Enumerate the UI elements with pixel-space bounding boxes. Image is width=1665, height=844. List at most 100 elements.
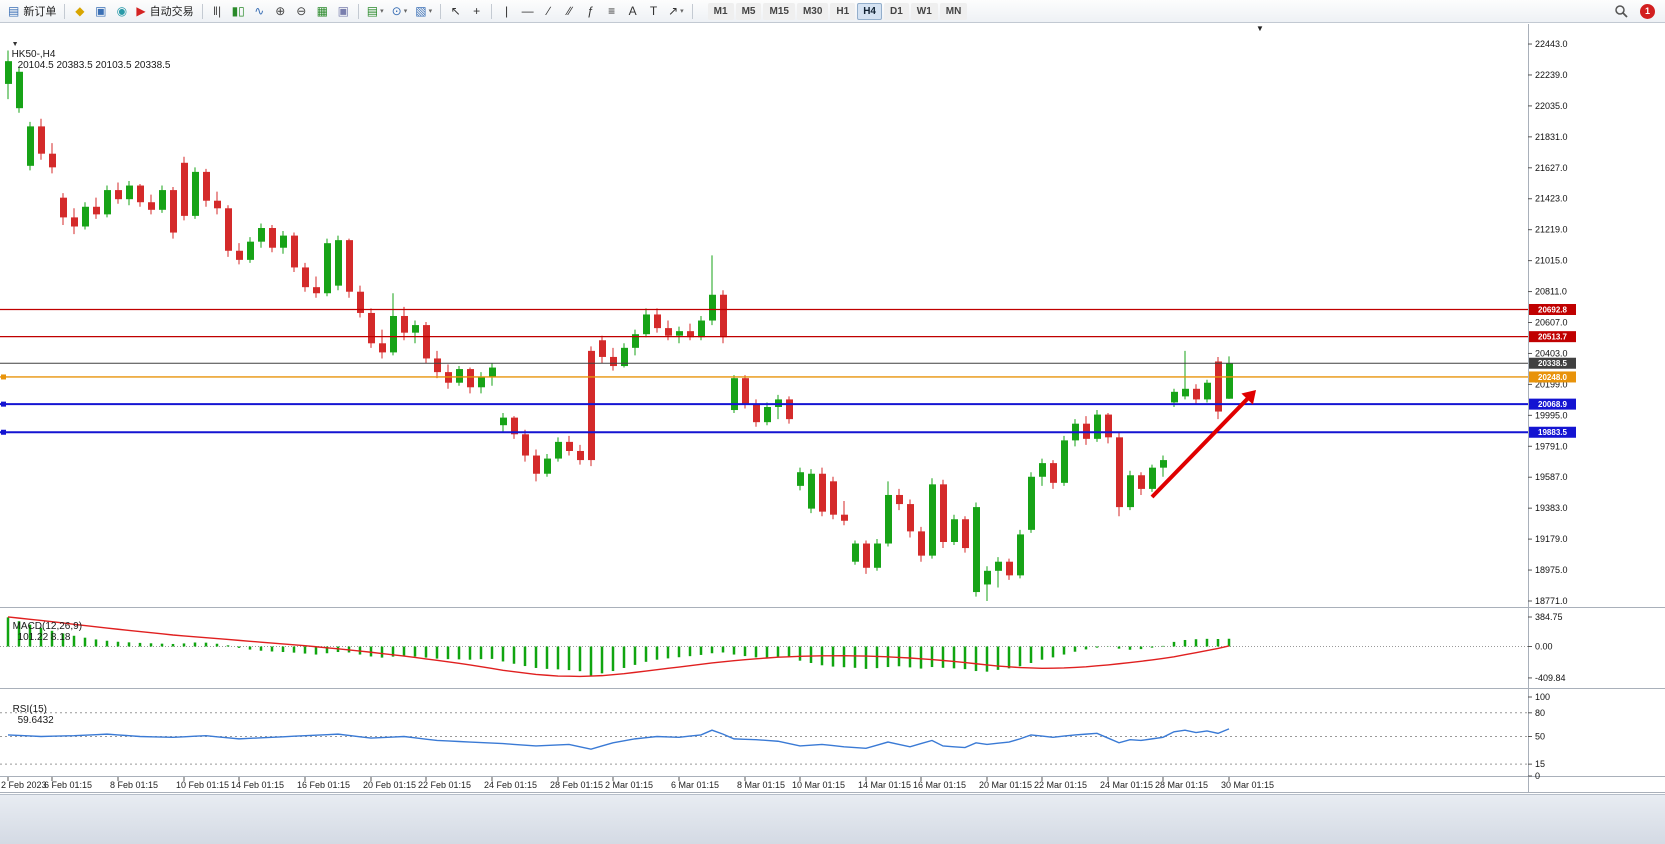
svg-text:21627.0: 21627.0 [1535, 163, 1568, 173]
date-label: 6 Feb 01:15 [44, 780, 92, 790]
rsi-name: RSI(15) [12, 704, 48, 715]
timeframe-w1-button[interactable]: W1 [910, 2, 938, 20]
label-button[interactable]: T [644, 2, 663, 21]
line-chart-button[interactable]: ∿ [250, 2, 269, 21]
trendline-button[interactable]: ∕ [539, 2, 558, 21]
candle-body [940, 484, 947, 542]
date-label: 28 Feb 01:15 [550, 780, 603, 790]
candle-body [1028, 476, 1035, 530]
candle-body [412, 325, 419, 333]
timeframe-h4-button[interactable]: H4 [857, 2, 882, 20]
hline-handle[interactable] [1, 401, 6, 407]
timeframe-m5-button[interactable]: M5 [735, 2, 762, 20]
candle-body [819, 473, 826, 512]
horizontal-line-button[interactable]: — [518, 2, 537, 21]
candle-body [137, 185, 144, 203]
date-label: 20 Mar 01:15 [979, 780, 1032, 790]
candle-body [71, 217, 78, 227]
svg-text:19587.0: 19587.0 [1535, 472, 1568, 482]
date-label: 30 Mar 01:15 [1221, 780, 1274, 790]
price-tag [1529, 331, 1576, 343]
macd-values: 101.22 8.18 [17, 632, 71, 643]
vertical-line-button[interactable]: | [497, 2, 516, 21]
candle-body [676, 331, 683, 336]
arrow-annotation[interactable] [1150, 390, 1256, 499]
date-label: 14 Mar 01:15 [858, 780, 911, 790]
timeframe-m30-button[interactable]: M30 [796, 2, 829, 20]
timeframe-m1-button[interactable]: M1 [707, 2, 734, 20]
cursor-button[interactable]: ↖ [446, 2, 465, 21]
macd-panel[interactable]: 384.75 0.00 -409.84 [0, 612, 1566, 683]
charts-window-button[interactable]: ▣ [91, 2, 110, 21]
candle-body [709, 294, 716, 321]
horizontal-line-icon: — [521, 4, 534, 18]
cursor-icon: ↖ [450, 4, 461, 18]
period-button[interactable]: ⊙ ▾ [389, 2, 411, 21]
new-order-button[interactable]: ▤ 新订单 [5, 2, 59, 21]
candle-body [456, 369, 463, 383]
svg-text:19995.0: 19995.0 [1535, 410, 1568, 420]
candle-body [654, 314, 661, 329]
timeframe-mn-button[interactable]: MN [939, 2, 968, 20]
candle-body [1215, 361, 1222, 412]
fibonacci-icon: ƒ [587, 4, 594, 18]
objects-lines-button[interactable]: ≡ [602, 2, 621, 21]
chart-shift-marker[interactable]: ▼ [1256, 24, 1264, 33]
svg-text:80: 80 [1535, 708, 1545, 718]
candle-body [797, 472, 804, 486]
toolbar-separator [491, 3, 493, 19]
candle-chart-button[interactable]: ▮▯ [229, 2, 248, 21]
template-button[interactable]: ▧ ▾ [412, 2, 435, 21]
fibonacci-button[interactable]: ƒ [581, 2, 600, 21]
price-tag [1529, 398, 1576, 410]
market-icon-button[interactable]: ◆ [70, 2, 89, 21]
notification-badge[interactable]: 1 [1640, 3, 1655, 19]
channel-button[interactable]: ∕∕ [560, 2, 579, 21]
tile-windows-button[interactable]: ▦ [313, 2, 332, 21]
date-label: 10 Mar 01:15 [792, 780, 845, 790]
zoom-out-button[interactable]: ⊖ [292, 2, 311, 21]
timeframe-d1-button[interactable]: D1 [883, 2, 909, 20]
hline-handle[interactable] [1, 374, 6, 380]
price-axis[interactable]: 22443.0 22239.0 22035.0 21831.0 21627.0 21423… [1528, 39, 1568, 606]
timeframe-h1-button[interactable]: H1 [830, 2, 856, 20]
rsi-panel[interactable]: 100 80 50 15 0 [0, 692, 1550, 781]
candle-body [291, 235, 298, 268]
new-chart-icon: ▤ [366, 4, 379, 18]
hline-handle[interactable] [1, 429, 6, 435]
candle-body [1105, 414, 1112, 438]
date-label: 20 Feb 01:15 [363, 780, 416, 790]
community-button[interactable]: ◉ [112, 2, 131, 21]
arrows-icon: ↗ [668, 4, 679, 18]
search-icon[interactable] [1608, 1, 1633, 22]
candle-body [1116, 437, 1123, 508]
candle-body [302, 267, 309, 288]
timeframe-m15-button[interactable]: M15 [763, 2, 795, 20]
svg-text:20199.0: 20199.0 [1535, 379, 1568, 389]
candle-body [335, 240, 342, 286]
candles[interactable] [5, 50, 1233, 601]
cascade-windows-button[interactable]: ▣ [334, 2, 353, 21]
crosshair-button[interactable]: + [467, 2, 486, 21]
ohlc-values: 20104.5 20383.5 20103.5 20338.5 [17, 60, 171, 71]
svg-text:20338.5: 20338.5 [1538, 359, 1567, 368]
bar-chart-button[interactable]: ‖| [208, 2, 227, 21]
collapse-icon[interactable]: ▼ [11, 41, 19, 48]
svg-text:20811.0: 20811.0 [1535, 287, 1567, 297]
chevron-down-icon: ▾ [680, 8, 684, 15]
arrows-button[interactable]: ↗ ▾ [665, 2, 687, 21]
auto-trading-button[interactable]: ▶ 自动交易 [133, 2, 196, 21]
horizontal-lines[interactable]: 20692.8 20513.7 20338.5 20248.0 20068.9 19883… [0, 303, 1576, 438]
zoom-in-button[interactable]: ⊕ [271, 2, 290, 21]
candle-body [720, 294, 727, 338]
svg-text:-409.84: -409.84 [1535, 673, 1566, 683]
candle-body [5, 61, 12, 84]
candle-body [621, 347, 628, 367]
chevron-down-icon: ▾ [380, 8, 384, 15]
text-icon: A [628, 4, 637, 18]
new-chart-button[interactable]: ▤ ▾ [364, 2, 387, 21]
candle-body [1061, 440, 1068, 483]
text-button[interactable]: A [623, 2, 642, 21]
